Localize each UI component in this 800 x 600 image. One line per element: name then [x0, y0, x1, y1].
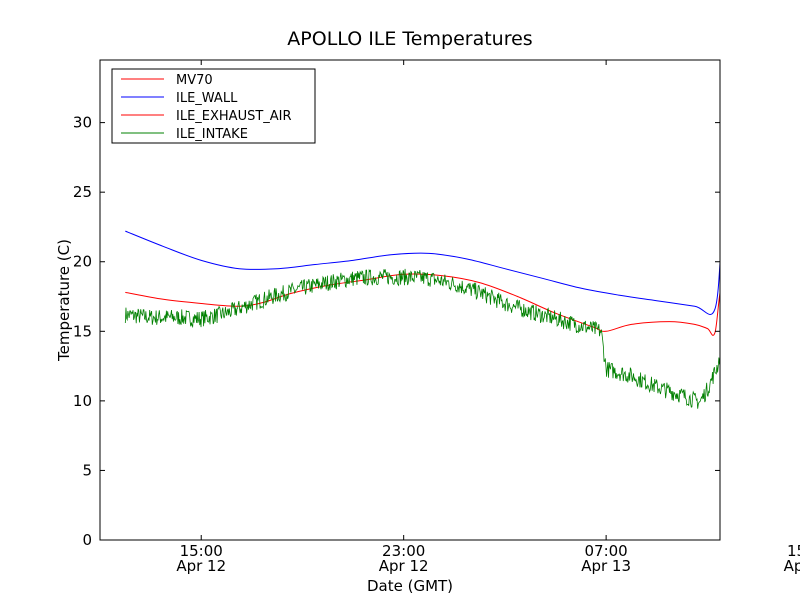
y-tick-label: 15	[73, 322, 92, 340]
y-tick-label: 25	[73, 183, 92, 201]
legend-box	[111, 68, 316, 144]
series-line-ile-intake	[124, 268, 720, 409]
legend: MV70 ILE_WALL ILE_EXHAUST_AIR ILE_INTAKE	[111, 68, 316, 144]
x-tick-label-date: Apr 13	[581, 557, 631, 575]
chart-title: APOLLO ILE Temperatures	[287, 28, 532, 50]
x-axis-label: Date (GMT)	[367, 577, 453, 595]
series-line-ile-wall	[125, 230, 720, 315]
y-tick-label: 0	[82, 531, 92, 549]
x-tick-label-time: 15:00	[787, 542, 800, 560]
plot-frame	[99, 59, 721, 541]
x-tick-label-date: Apr 12	[379, 557, 429, 575]
y-axis-label: Temperature (C)	[55, 239, 73, 362]
y-tick-label: 5	[82, 461, 92, 479]
x-tick-label-date: Apr 12	[176, 557, 226, 575]
legend-label-ile-wall: ILE_WALL	[176, 91, 238, 106]
x-tick-label-time: 15:00	[180, 542, 223, 560]
y-tick-label: 20	[73, 253, 92, 271]
legend-label-ile-exhaust-air: ILE_EXHAUST_AIR	[176, 109, 292, 124]
x-tick-label-time: 23:00	[382, 542, 425, 560]
legend-label-ile-intake: ILE_INTAKE	[176, 127, 248, 142]
series-line-mv70	[125, 273, 720, 336]
x-tick-label-time: 07:00	[585, 542, 628, 560]
series-layer	[124, 230, 720, 409]
x-tick-label-date: Apr 13	[784, 557, 800, 575]
y-tick-label: 10	[73, 392, 92, 410]
y-tick-label: 30	[73, 114, 92, 132]
legend-label-mv70: MV70	[176, 73, 213, 88]
